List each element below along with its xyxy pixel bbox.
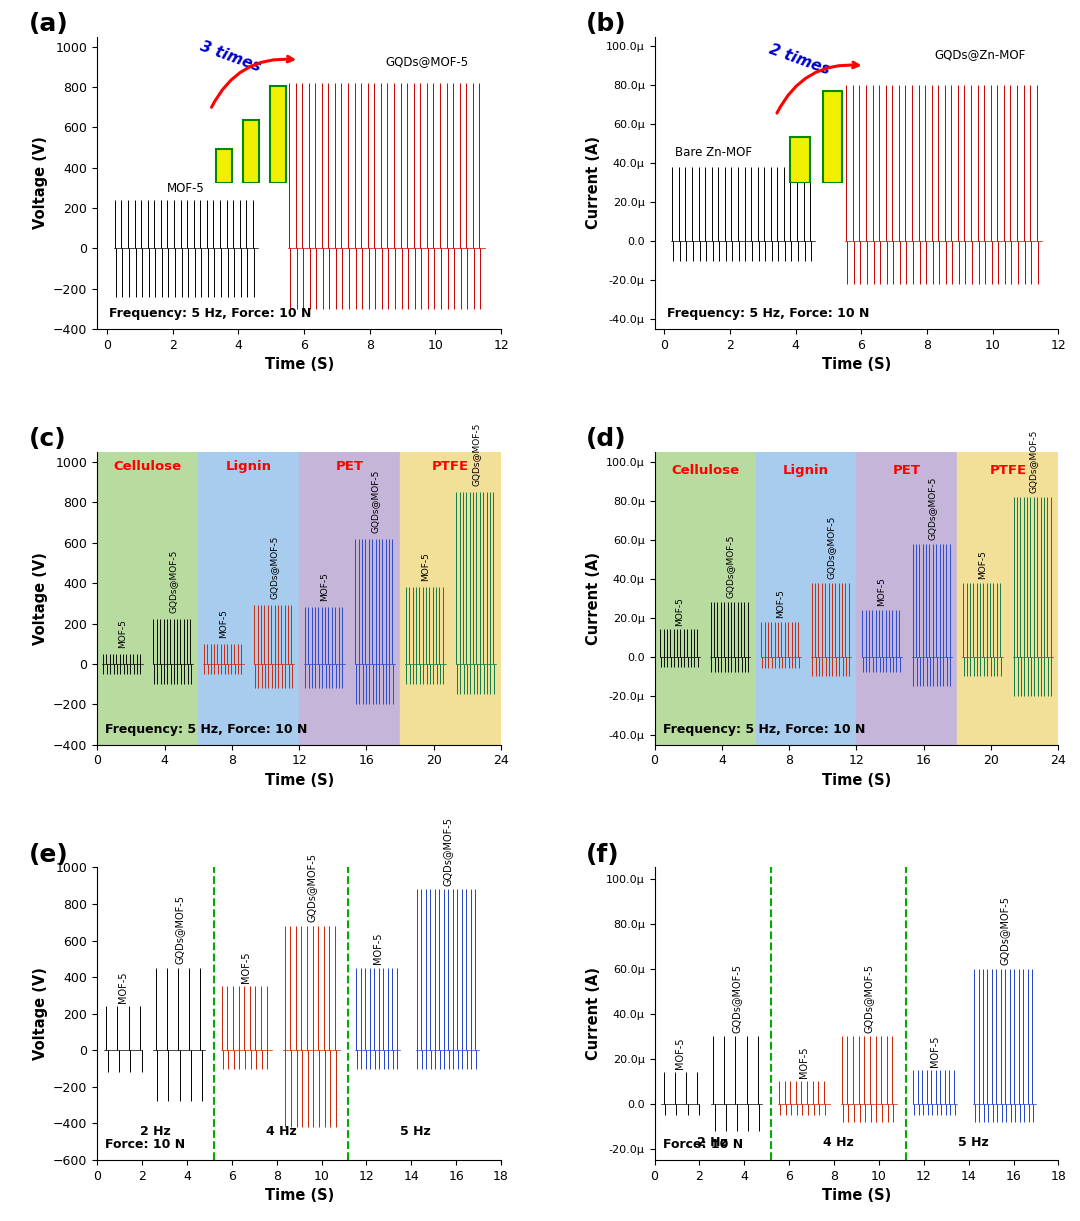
Y-axis label: Voltage (V): Voltage (V): [32, 552, 48, 645]
Bar: [97, 452, 198, 745]
Text: MOF-5: MOF-5: [675, 1038, 686, 1068]
Bar: [756, 452, 856, 745]
Text: MOF-5: MOF-5: [373, 933, 382, 965]
Text: Frequency: 5 Hz, Force: 10 N: Frequency: 5 Hz, Force: 10 N: [663, 723, 865, 736]
Text: GQDs@MOF-5: GQDs@MOF-5: [386, 55, 469, 68]
Text: MOF-5: MOF-5: [118, 971, 129, 1002]
Text: (f): (f): [585, 842, 620, 867]
Text: GQDs@MOF-5: GQDs@MOF-5: [370, 469, 379, 532]
Text: 5 Hz: 5 Hz: [401, 1125, 431, 1138]
Text: GQDs@MOF-5: GQDs@MOF-5: [168, 549, 177, 613]
Text: MOF-5: MOF-5: [930, 1035, 940, 1067]
Text: Lignin: Lignin: [226, 460, 272, 473]
Text: MOF-5: MOF-5: [167, 182, 205, 195]
Text: Bare Zn-MOF: Bare Zn-MOF: [675, 147, 752, 160]
Text: (d): (d): [585, 427, 626, 452]
Text: Force: 10 N: Force: 10 N: [105, 1138, 186, 1151]
Text: MOF-5: MOF-5: [777, 589, 785, 618]
Text: GQDs@MOF-5: GQDs@MOF-5: [928, 476, 936, 540]
Text: 3 times: 3 times: [198, 39, 264, 74]
Text: (b): (b): [585, 12, 626, 35]
Text: MOF-5: MOF-5: [242, 951, 252, 983]
Text: GQDs@MOF-5: GQDs@MOF-5: [442, 817, 453, 885]
Bar: [400, 452, 501, 745]
Text: MOF-5: MOF-5: [978, 549, 987, 579]
Text: MOF-5: MOF-5: [219, 609, 228, 637]
Text: 2 times: 2 times: [768, 42, 833, 78]
Text: GQDs@MOF-5: GQDs@MOF-5: [731, 963, 742, 1033]
Bar: [299, 452, 400, 745]
Text: GQDs@MOF-5: GQDs@MOF-5: [307, 853, 316, 922]
Text: 5 Hz: 5 Hz: [958, 1136, 988, 1149]
Text: MOF-5: MOF-5: [877, 578, 887, 606]
X-axis label: Time (S): Time (S): [265, 1188, 334, 1203]
Text: PET: PET: [893, 464, 921, 476]
Text: PET: PET: [336, 460, 364, 473]
Text: Cellulose: Cellulose: [113, 460, 181, 473]
Text: 2 Hz: 2 Hz: [698, 1136, 728, 1149]
Text: MOF-5: MOF-5: [799, 1046, 809, 1078]
Text: 4 Hz: 4 Hz: [823, 1136, 854, 1149]
Text: Frequency: 5 Hz, Force: 10 N: Frequency: 5 Hz, Force: 10 N: [105, 723, 308, 736]
Text: (e): (e): [28, 842, 68, 867]
Text: GQDs@MOF-5: GQDs@MOF-5: [269, 536, 279, 600]
Text: GQDs@MOF-5: GQDs@MOF-5: [726, 535, 734, 598]
Text: Force: 10 N: Force: 10 N: [663, 1138, 743, 1151]
X-axis label: Time (S): Time (S): [822, 1188, 891, 1203]
Text: MOF-5: MOF-5: [421, 552, 430, 581]
Text: 4 Hz: 4 Hz: [266, 1125, 297, 1138]
Text: GQDs@Zn-MOF: GQDs@Zn-MOF: [934, 49, 1026, 61]
Text: GQDs@MOF-5: GQDs@MOF-5: [864, 963, 874, 1033]
Text: Lignin: Lignin: [783, 464, 829, 476]
Text: MOF-5: MOF-5: [675, 597, 685, 625]
Text: GQDs@MOF-5: GQDs@MOF-5: [471, 422, 481, 486]
Text: (a): (a): [28, 12, 68, 35]
Text: Frequency: 5 Hz, Force: 10 N: Frequency: 5 Hz, Force: 10 N: [109, 308, 312, 320]
Y-axis label: Voltage (V): Voltage (V): [32, 137, 48, 230]
X-axis label: Time (S): Time (S): [822, 358, 891, 372]
Text: GQDs@MOF-5: GQDs@MOF-5: [826, 515, 836, 579]
Y-axis label: Voltage (V): Voltage (V): [32, 967, 48, 1060]
Bar: [654, 452, 756, 745]
Text: 2 Hz: 2 Hz: [140, 1125, 171, 1138]
Text: MOF-5: MOF-5: [118, 619, 127, 647]
Y-axis label: Current (A): Current (A): [585, 137, 600, 230]
Bar: [198, 452, 299, 745]
Text: GQDs@MOF-5: GQDs@MOF-5: [1028, 430, 1038, 493]
Text: (c): (c): [28, 427, 66, 452]
Text: Cellulose: Cellulose: [671, 464, 739, 476]
Text: PTFE: PTFE: [989, 464, 1026, 476]
Text: MOF-5: MOF-5: [320, 573, 329, 601]
Y-axis label: Current (A): Current (A): [585, 552, 600, 645]
Y-axis label: Current (A): Current (A): [585, 967, 600, 1060]
X-axis label: Time (S): Time (S): [822, 773, 891, 788]
Text: GQDs@MOF-5: GQDs@MOF-5: [174, 895, 184, 965]
Bar: [958, 452, 1058, 745]
Text: PTFE: PTFE: [432, 460, 469, 473]
Bar: [856, 452, 958, 745]
X-axis label: Time (S): Time (S): [265, 358, 334, 372]
Text: GQDs@MOF-5: GQDs@MOF-5: [1000, 896, 1010, 966]
X-axis label: Time (S): Time (S): [265, 773, 334, 788]
Text: Frequency: 5 Hz, Force: 10 N: Frequency: 5 Hz, Force: 10 N: [666, 308, 869, 320]
